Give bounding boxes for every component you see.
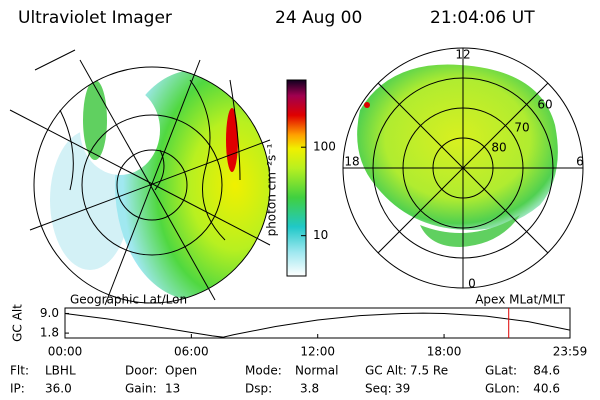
altitude-frame xyxy=(64,307,571,339)
plot-title-right: Apex MLat/MLT xyxy=(475,293,565,307)
mlt-label: 18 xyxy=(344,155,359,169)
colorbar-tick-label: 10 xyxy=(313,228,328,242)
field-label: GLon: xyxy=(485,382,520,396)
field-label: Dsp: xyxy=(245,382,272,396)
field-label: Mode: xyxy=(245,364,282,378)
field-label: Door: xyxy=(125,364,158,378)
title: Ultraviolet Imager xyxy=(18,8,172,28)
x-tick-label: 00:00 xyxy=(48,345,83,359)
mlat-label: 70 xyxy=(514,121,529,135)
y-axis-label: GC Alt xyxy=(11,304,25,342)
field-value: 84.6 xyxy=(533,364,560,378)
x-tick-label: 06:00 xyxy=(174,345,209,359)
colorbar-tick-label: 100 xyxy=(313,140,336,154)
field-label: Gain: xyxy=(125,382,157,396)
mlt-label: 6 xyxy=(576,155,584,169)
x-tick-label: 18:00 xyxy=(427,345,462,359)
field-value: 3.8 xyxy=(300,382,319,396)
field-label: GC Alt: xyxy=(365,364,407,378)
field-value: 36.0 xyxy=(45,382,72,396)
altitude-line xyxy=(64,312,571,338)
y-tick-label: 9.0 xyxy=(40,306,59,320)
x-tick-label: 12:00 xyxy=(300,345,335,359)
colorbar xyxy=(286,79,307,277)
field-label: Seq: xyxy=(365,382,392,396)
geographic-image xyxy=(9,49,271,306)
field-value: Normal xyxy=(295,364,338,378)
x-tick-label: 23:59 xyxy=(553,345,588,359)
field-value: 7.5 Re xyxy=(410,364,448,378)
mlt-label: 12 xyxy=(455,48,470,62)
field-value: LBHL xyxy=(45,364,76,378)
colorbar-label: photon cm⁻²s⁻¹ xyxy=(265,143,279,236)
field-value: 39 xyxy=(395,382,410,396)
field-label: GLat: xyxy=(485,364,517,378)
y-tick-label: 1.8 xyxy=(40,326,59,340)
polar-image xyxy=(342,47,584,289)
mlt-label: 0 xyxy=(468,277,476,291)
time: 21:04:06 UT xyxy=(430,8,535,28)
field-label: IP: xyxy=(10,382,25,396)
mlat-label: 80 xyxy=(491,141,506,155)
field-value: 40.6 xyxy=(533,382,560,396)
field-value: Open xyxy=(165,364,197,378)
field-label: Flt: xyxy=(10,364,29,378)
date: 24 Aug 00 xyxy=(275,8,362,28)
mlat-label: 60 xyxy=(537,98,552,112)
field-value: 13 xyxy=(165,382,180,396)
plot-title-left: Geographic Lat/Lon xyxy=(70,293,187,307)
